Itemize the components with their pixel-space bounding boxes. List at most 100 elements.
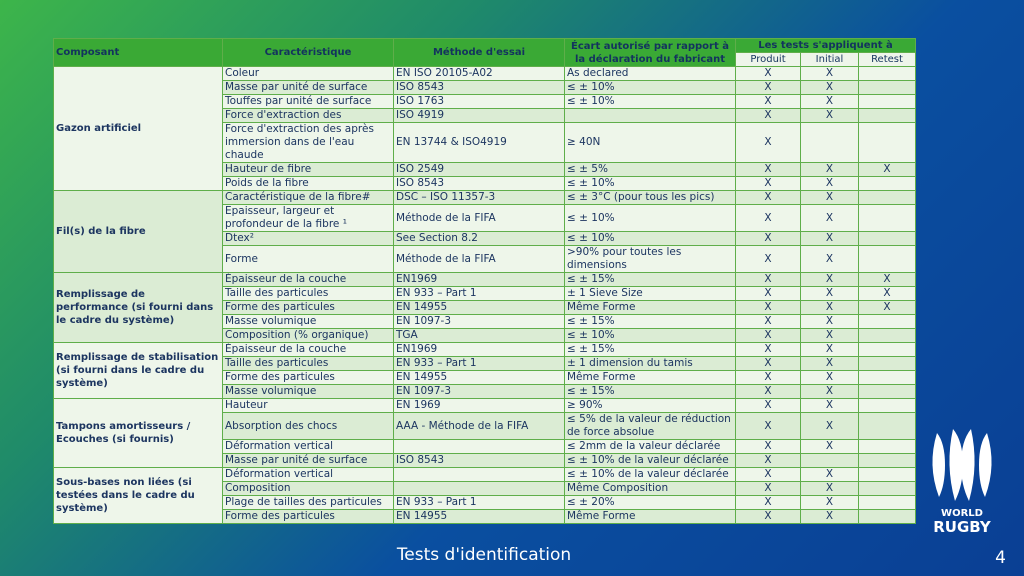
header-cell: Caractéristique [222,38,394,67]
table-cell: Méthode de la FIFA [393,245,565,273]
table-cell: ISO 8543 [393,80,565,95]
table-cell: EN 14955 [393,509,565,524]
table-cell: Masse par unité de surface [222,80,394,95]
table-cell: Taille des particules [222,286,394,301]
table-row: Epaisseur, largeur et profondeur de la f… [54,204,916,232]
table-cell: Force d'extraction des après immersion d… [222,122,394,163]
table-cell: ≤ 2mm de la valeur déclarée [564,439,736,454]
table-cell: EN 933 – Part 1 [393,495,565,510]
test-cell: X [735,370,801,385]
table-cell: Même Forme [564,509,736,524]
test-cell: X [735,176,801,191]
table-row: Force d'extraction des ISO 4919 X X [54,108,916,123]
table-row: Taille des particules EN 933 – Part 1 ± 1 … [54,286,916,301]
table-cell: Déformation vertical [222,467,394,482]
component-cell: Gazon artificiel [53,66,223,191]
table-cell: Force d'extraction des [222,108,394,123]
table-cell: ≤ 5% de la valeur de réduction de force … [564,412,736,440]
table-cell: Caractéristique de la fibre# [222,190,394,205]
table-cell: Epaisseur, largeur et profondeur de la f… [222,204,394,232]
test-cell: X [800,108,859,123]
test-cell [858,314,916,329]
test-cell: X [735,286,801,301]
test-cell [858,231,916,246]
table-cell: ≤ ± 10% [564,176,736,191]
table-cell: EN 14955 [393,370,565,385]
test-cell: X [800,481,859,496]
table-cell: Poids de la fibre [222,176,394,191]
table-cell: ≤ ± 5% [564,162,736,177]
slide-title: Tests d'identification [396,545,572,565]
table-cell: ± 1 dimension du tamis [564,356,736,371]
test-cell: X [800,398,859,413]
test-cell: X [735,328,801,343]
test-cell [858,176,916,191]
test-cell: X [800,176,859,191]
table-cell: ≤ ± 15% [564,272,736,287]
table-cell: Plage de tailles des particules [222,495,394,510]
table-cell: Masse par unité de surface [222,453,394,468]
table-cell: EN 933 – Part 1 [393,356,565,371]
test-cell: X [800,412,859,440]
table-row: Remplissage de stabilisation (si fourni … [53,342,916,399]
test-cell: X [800,356,859,371]
test-cell [858,245,916,273]
table-cell: As declared [564,66,736,81]
test-cell: X [735,245,801,273]
table-cell: EN 1969 [393,398,565,413]
test-cell [858,370,916,385]
table-cell: Même Forme [564,370,736,385]
test-cell: X [800,328,859,343]
test-cell: X [800,467,859,482]
table-cell: TGA [393,328,565,343]
component-cell: Sous-bases non liées (si testées dans le… [53,467,223,524]
table-cell: Taille des particules [222,356,394,371]
test-cell [858,509,916,524]
test-cell: X [735,231,801,246]
table-cell: See Section 8.2 [393,231,565,246]
table-cell: ISO 2549 [393,162,565,177]
table-cell: Dtex² [222,231,394,246]
header-cell: Initial [800,52,859,67]
table-cell: Même Forme [564,300,736,315]
table-cell: EN 13744 & ISO4919 [393,122,565,163]
table-cell: ≤ ± 10% de la valeur déclarée [564,467,736,482]
table-cell: EN1969 [393,272,565,287]
table-cell [393,481,565,496]
header-cell: Les tests s'appliquent à [735,38,916,53]
table-row: Remplissage de performance (si fourni da… [53,272,916,343]
table-cell: Épaisseur de la couche [222,272,394,287]
test-cell: X [800,314,859,329]
test-cell: X [735,272,801,287]
test-cell: X [735,467,801,482]
table-cell: Hauteur de fibre [222,162,394,177]
test-cell [858,328,916,343]
test-cell: X [800,94,859,109]
test-cell [858,467,916,482]
table-row: Forme des particules EN 14955 Même Forme X X [54,509,916,524]
table-cell: >90% pour toutes les dimensions [564,245,736,273]
table-cell: Absorption des chocs [222,412,394,440]
test-cell: X [800,80,859,95]
table-row: Masse par unité de surface ISO 8543 ≤ ± 10… [54,453,916,468]
table-cell: ± 1 Sieve Size [564,286,736,301]
table-row: Composition (% organique) TGA ≤ ± 10% X X [54,328,916,343]
table-cell: ≤ ± 20% [564,495,736,510]
table-cell: ≤ ± 15% [564,384,736,399]
table-cell: ≤ ± 10% [564,204,736,232]
test-cell [800,453,859,468]
test-cell: X [735,66,801,81]
table-row: Touffes par unité de surface ISO 1763 ≤ ± … [54,94,916,109]
test-cell [858,80,916,95]
test-cell [858,122,916,163]
table-row: Force d'extraction des après immersion d… [54,122,916,163]
test-cell: X [858,300,916,315]
table-cell [393,439,565,454]
test-cell: X [858,272,916,287]
table-cell: ISO 8543 [393,176,565,191]
component-cell: Fil(s) de la fibre [53,190,223,273]
test-cell: X [800,342,859,357]
table-cell [564,108,736,123]
test-cell [858,66,916,81]
table-row: Fil(s) de la fibre Caractéristique de la … [53,190,916,273]
